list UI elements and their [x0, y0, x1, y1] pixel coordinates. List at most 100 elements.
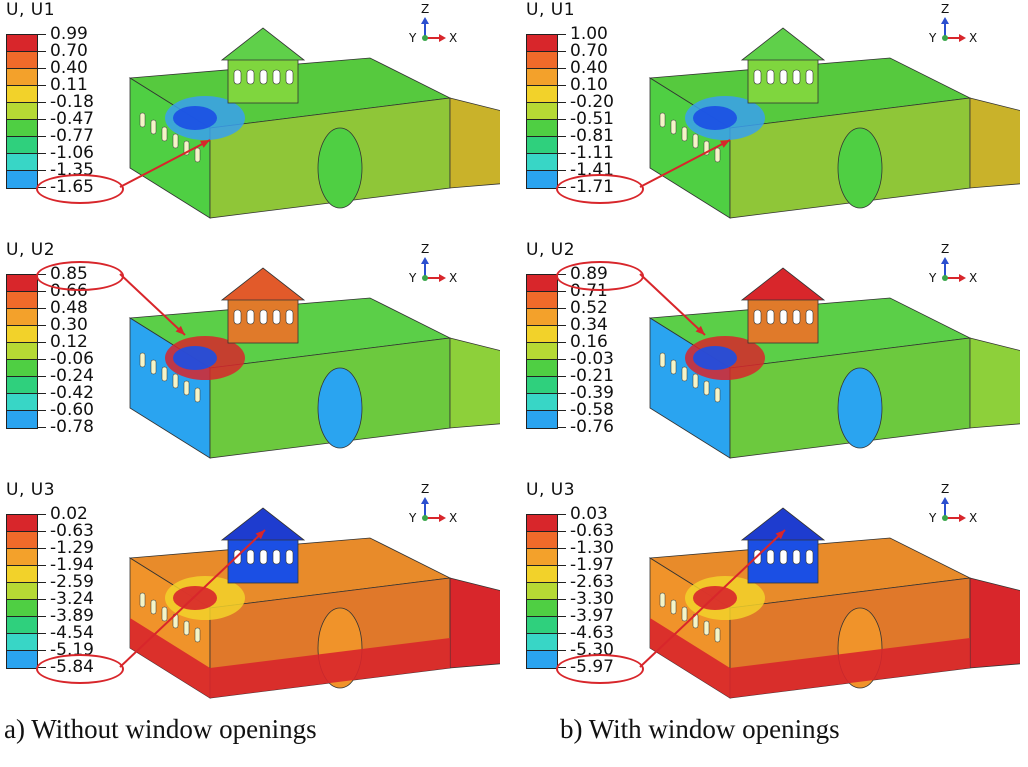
legend-swatch	[7, 35, 37, 52]
legend-tick	[558, 325, 566, 326]
building-model-render	[119, 27, 500, 219]
legend-swatch	[527, 292, 557, 309]
legend-tick	[558, 393, 566, 394]
annotation-arrow	[119, 529, 266, 668]
legend-tick	[558, 136, 566, 137]
legend-value: -0.63	[570, 521, 614, 541]
basilica-model	[648, 507, 1020, 699]
legend-value: -1.94	[50, 555, 94, 575]
legend-swatch	[527, 394, 557, 411]
legend-swatch	[7, 309, 37, 326]
contour-title: U, U1	[526, 0, 576, 20]
legend-color-bar	[6, 274, 38, 429]
legend-swatch	[7, 549, 37, 566]
legend-tick	[38, 102, 46, 103]
legend-swatch	[527, 360, 557, 377]
legend-tick	[558, 68, 566, 69]
legend-tick	[558, 308, 566, 309]
legend-swatch	[7, 515, 37, 532]
legend-tick	[38, 582, 46, 583]
legend-tick	[38, 325, 46, 326]
panel-a-u3: U, U3 0.02 -0.63 -1.29 -1.94 -2.59 -3.24 -3.89-…	[0, 480, 500, 716]
axis-label-x: X	[449, 271, 458, 285]
legend-value: 0.10	[570, 75, 608, 95]
contour-title: U, U3	[526, 480, 576, 500]
legend-swatch	[7, 120, 37, 137]
legend-value: -0.20	[570, 92, 614, 112]
legend-value: -1.97	[570, 555, 614, 575]
legend-tick	[38, 308, 46, 309]
legend-value: 0.40	[50, 58, 88, 78]
legend-swatch	[7, 154, 37, 171]
legend-value: -3.97	[570, 606, 614, 626]
legend-tick	[558, 119, 566, 120]
legend-value: 0.12	[50, 332, 88, 352]
legend-swatch	[7, 600, 37, 617]
panel-a-u2: U, U2 0.85 0.66 0.48 0.30 0.12 -0.06 -0.24 -0.42…	[0, 240, 500, 476]
axis-label-z: Z	[421, 482, 430, 496]
legend-tick	[558, 342, 566, 343]
legend-value: -0.42	[50, 383, 94, 403]
legend-swatch	[527, 326, 557, 343]
basilica-model	[128, 507, 500, 699]
legend-value: -0.58	[570, 400, 614, 420]
legend-swatch	[527, 600, 557, 617]
axis-label-y: Y	[929, 511, 937, 525]
axis-label-x: X	[969, 511, 978, 525]
contour-title: U, U2	[526, 240, 576, 260]
legend-swatch	[527, 275, 557, 292]
legend-value: -0.51	[570, 109, 614, 129]
legend-value: 0.03	[570, 504, 608, 524]
legend-tick	[38, 650, 46, 651]
legend-swatch	[527, 343, 557, 360]
legend-tick	[38, 548, 46, 549]
legend-value: -0.63	[50, 521, 94, 541]
axis-triad-icon: Z Y X	[915, 482, 995, 528]
axis-triad-icon: Z Y X	[915, 2, 995, 48]
legend-tick	[38, 119, 46, 120]
legend-tick	[38, 291, 46, 292]
building-model-render	[119, 267, 500, 459]
legend-swatch	[7, 171, 37, 188]
legend-color-bar	[526, 274, 558, 429]
legend-value: 0.02	[50, 504, 88, 524]
contour-title: U, U3	[6, 480, 56, 500]
legend-tick	[558, 548, 566, 549]
legend-color-bar	[6, 34, 38, 189]
legend-swatch	[527, 309, 557, 326]
legend-value: -0.81	[570, 126, 614, 146]
legend-tick	[38, 136, 46, 137]
legend-value: 0.30	[50, 315, 88, 335]
axis-label-y: Y	[409, 31, 417, 45]
legend-value: -1.11	[570, 143, 614, 163]
legend-swatch	[7, 326, 37, 343]
legend-value: -3.30	[570, 589, 614, 609]
legend-tick	[558, 34, 566, 35]
legend-value: -1.29	[50, 538, 94, 558]
legend-color-bar	[526, 34, 558, 189]
basilica-model	[128, 267, 500, 459]
legend-value: -0.60	[50, 400, 94, 420]
legend-tick	[558, 565, 566, 566]
axis-label-z: Z	[421, 242, 430, 256]
extreme-value-highlight	[556, 654, 644, 684]
legend-value: -0.39	[570, 383, 614, 403]
legend-tick	[38, 170, 46, 171]
legend-swatch	[527, 515, 557, 532]
legend-swatch	[7, 394, 37, 411]
annotation-arrowhead	[200, 140, 210, 148]
legend-swatch	[527, 35, 557, 52]
legend-tick	[558, 170, 566, 171]
building-model-render	[639, 27, 1020, 219]
axis-label-x: X	[969, 31, 978, 45]
legend-color-bar	[6, 514, 38, 669]
extreme-value-highlight	[36, 654, 124, 684]
legend-swatch	[527, 69, 557, 86]
annotation-arrow	[119, 139, 211, 188]
legend-value: -0.47	[50, 109, 94, 129]
axis-label-z: Z	[941, 2, 950, 16]
axis-label-x: X	[449, 31, 458, 45]
legend-value: -2.63	[570, 572, 614, 592]
legend-value: -0.78	[50, 417, 94, 437]
legend-swatch	[7, 566, 37, 583]
